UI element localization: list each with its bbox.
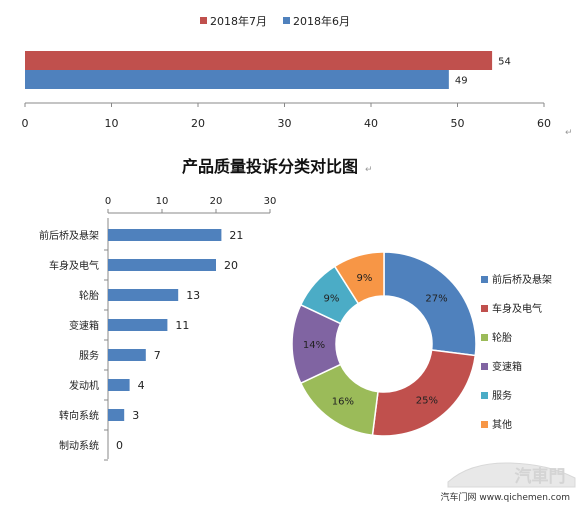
category-value-label-0: 21 xyxy=(229,229,243,242)
donut-legend-swatch-5 xyxy=(481,421,488,428)
category-label-7: 制动系统 xyxy=(59,439,99,452)
donut-legend-label-2: 轮胎 xyxy=(492,331,512,344)
category-label-4: 服务 xyxy=(79,349,99,362)
category-bar-0 xyxy=(108,229,222,241)
monthly-comparison-chart: 2018年7月 2018年6月 54 49 0 10 20 30 40 50 60 ↵ xyxy=(22,14,573,138)
category-bar-6 xyxy=(108,409,125,421)
top-chart-legend: 2018年7月 2018年6月 xyxy=(200,14,350,28)
top-chart-x-ticks: 0 10 20 30 40 50 60 xyxy=(22,103,551,130)
legend-swatch-1 xyxy=(283,17,290,24)
category-chart-bars: 前后桥及悬架 21 车身及电气 20 轮胎 13 变速箱 11 服务 7 发动机 4 转向系统 3 制动系统… xyxy=(39,229,243,461)
bar-value-label-1: 49 xyxy=(455,76,468,87)
legend-swatch-0 xyxy=(200,17,207,24)
cat-x-tick-label-2: 20 xyxy=(210,196,223,207)
category-label-2: 轮胎 xyxy=(79,289,99,302)
donut-slice-label-5: 9% xyxy=(357,273,373,284)
cat-x-tick-label-3: 30 xyxy=(264,196,277,207)
legend-label-0: 2018年7月 xyxy=(210,14,267,28)
watermark-text: 汽車門 xyxy=(515,466,566,487)
car-logo-watermark: 汽車門 xyxy=(447,462,576,488)
category-bar-5 xyxy=(108,379,130,391)
cat-x-tick-label-1: 10 xyxy=(156,196,169,207)
category-value-label-6: 3 xyxy=(132,409,139,422)
category-bar-2 xyxy=(108,289,179,301)
legend-label-1: 2018年6月 xyxy=(293,14,350,28)
category-label-5: 发动机 xyxy=(69,379,99,392)
x-tick-label-3: 30 xyxy=(278,117,292,130)
donut-slice-label-2: 16% xyxy=(332,397,354,408)
donut-legend-swatch-4 xyxy=(481,392,488,399)
category-bar-4 xyxy=(108,349,146,361)
donut-legend-label-4: 服务 xyxy=(492,389,512,402)
car-silhouette-icon xyxy=(447,462,576,488)
category-bar-1 xyxy=(108,259,216,271)
x-tick-label-2: 20 xyxy=(191,117,205,130)
bar-value-label-0: 54 xyxy=(498,57,511,68)
donut-legend-swatch-3 xyxy=(481,363,488,370)
donut-slice-label-4: 9% xyxy=(324,294,340,305)
x-tick-label-5: 50 xyxy=(451,117,465,130)
donut-legend-label-3: 变速箱 xyxy=(492,360,522,373)
x-tick-label-6: 60 xyxy=(537,117,551,130)
footer-source: 汽车门网 www.qichemen.com xyxy=(441,491,570,503)
donut-legend-label-5: 其他 xyxy=(492,418,512,431)
category-value-label-1: 20 xyxy=(224,259,238,272)
donut-legend-swatch-1 xyxy=(481,305,488,312)
donut-slice-label-1: 25% xyxy=(416,395,438,406)
x-tick-label-1: 10 xyxy=(105,117,119,130)
category-chart-x-ticks: 0 10 20 30 xyxy=(105,196,277,213)
donut-legend-label-0: 前后桥及悬架 xyxy=(492,273,552,286)
return-mark: ↵ xyxy=(565,128,573,138)
title-return-mark: ↵ xyxy=(365,165,373,175)
top-chart-bars: 54 49 xyxy=(25,51,511,89)
category-label-6: 转向系统 xyxy=(59,409,99,422)
x-tick-label-0: 0 xyxy=(22,117,29,130)
category-label-3: 变速箱 xyxy=(69,319,99,332)
donut-slice-5 xyxy=(333,251,385,305)
donut-labels: 27% 25% 16% 14% 9% 9% xyxy=(303,273,448,408)
category-value-label-3: 11 xyxy=(175,319,189,332)
donut-legend-swatch-0 xyxy=(481,276,488,283)
cat-x-tick-label-0: 0 xyxy=(105,196,111,207)
donut-slices xyxy=(291,251,477,437)
donut-legend-label-1: 车身及电气 xyxy=(492,302,542,315)
donut-slice-0 xyxy=(383,251,477,357)
category-label-1: 车身及电气 xyxy=(49,259,99,272)
category-label-0: 前后桥及悬架 xyxy=(39,229,99,242)
category-value-label-4: 7 xyxy=(154,349,161,362)
category-bar-3 xyxy=(108,319,168,331)
donut-slice-1 xyxy=(371,349,477,437)
page-title: 产品质量投诉分类对比图 xyxy=(182,157,358,176)
bar-1 xyxy=(25,70,449,89)
donut-legend-swatch-2 xyxy=(481,334,488,341)
category-value-label-5: 4 xyxy=(138,379,145,392)
category-value-label-2: 13 xyxy=(186,289,200,302)
x-tick-label-4: 40 xyxy=(364,117,378,130)
bar-0 xyxy=(25,51,493,70)
donut-slice-label-3: 14% xyxy=(303,340,325,351)
donut-slice-label-0: 27% xyxy=(425,294,447,305)
category-value-label-7: 0 xyxy=(116,439,123,452)
